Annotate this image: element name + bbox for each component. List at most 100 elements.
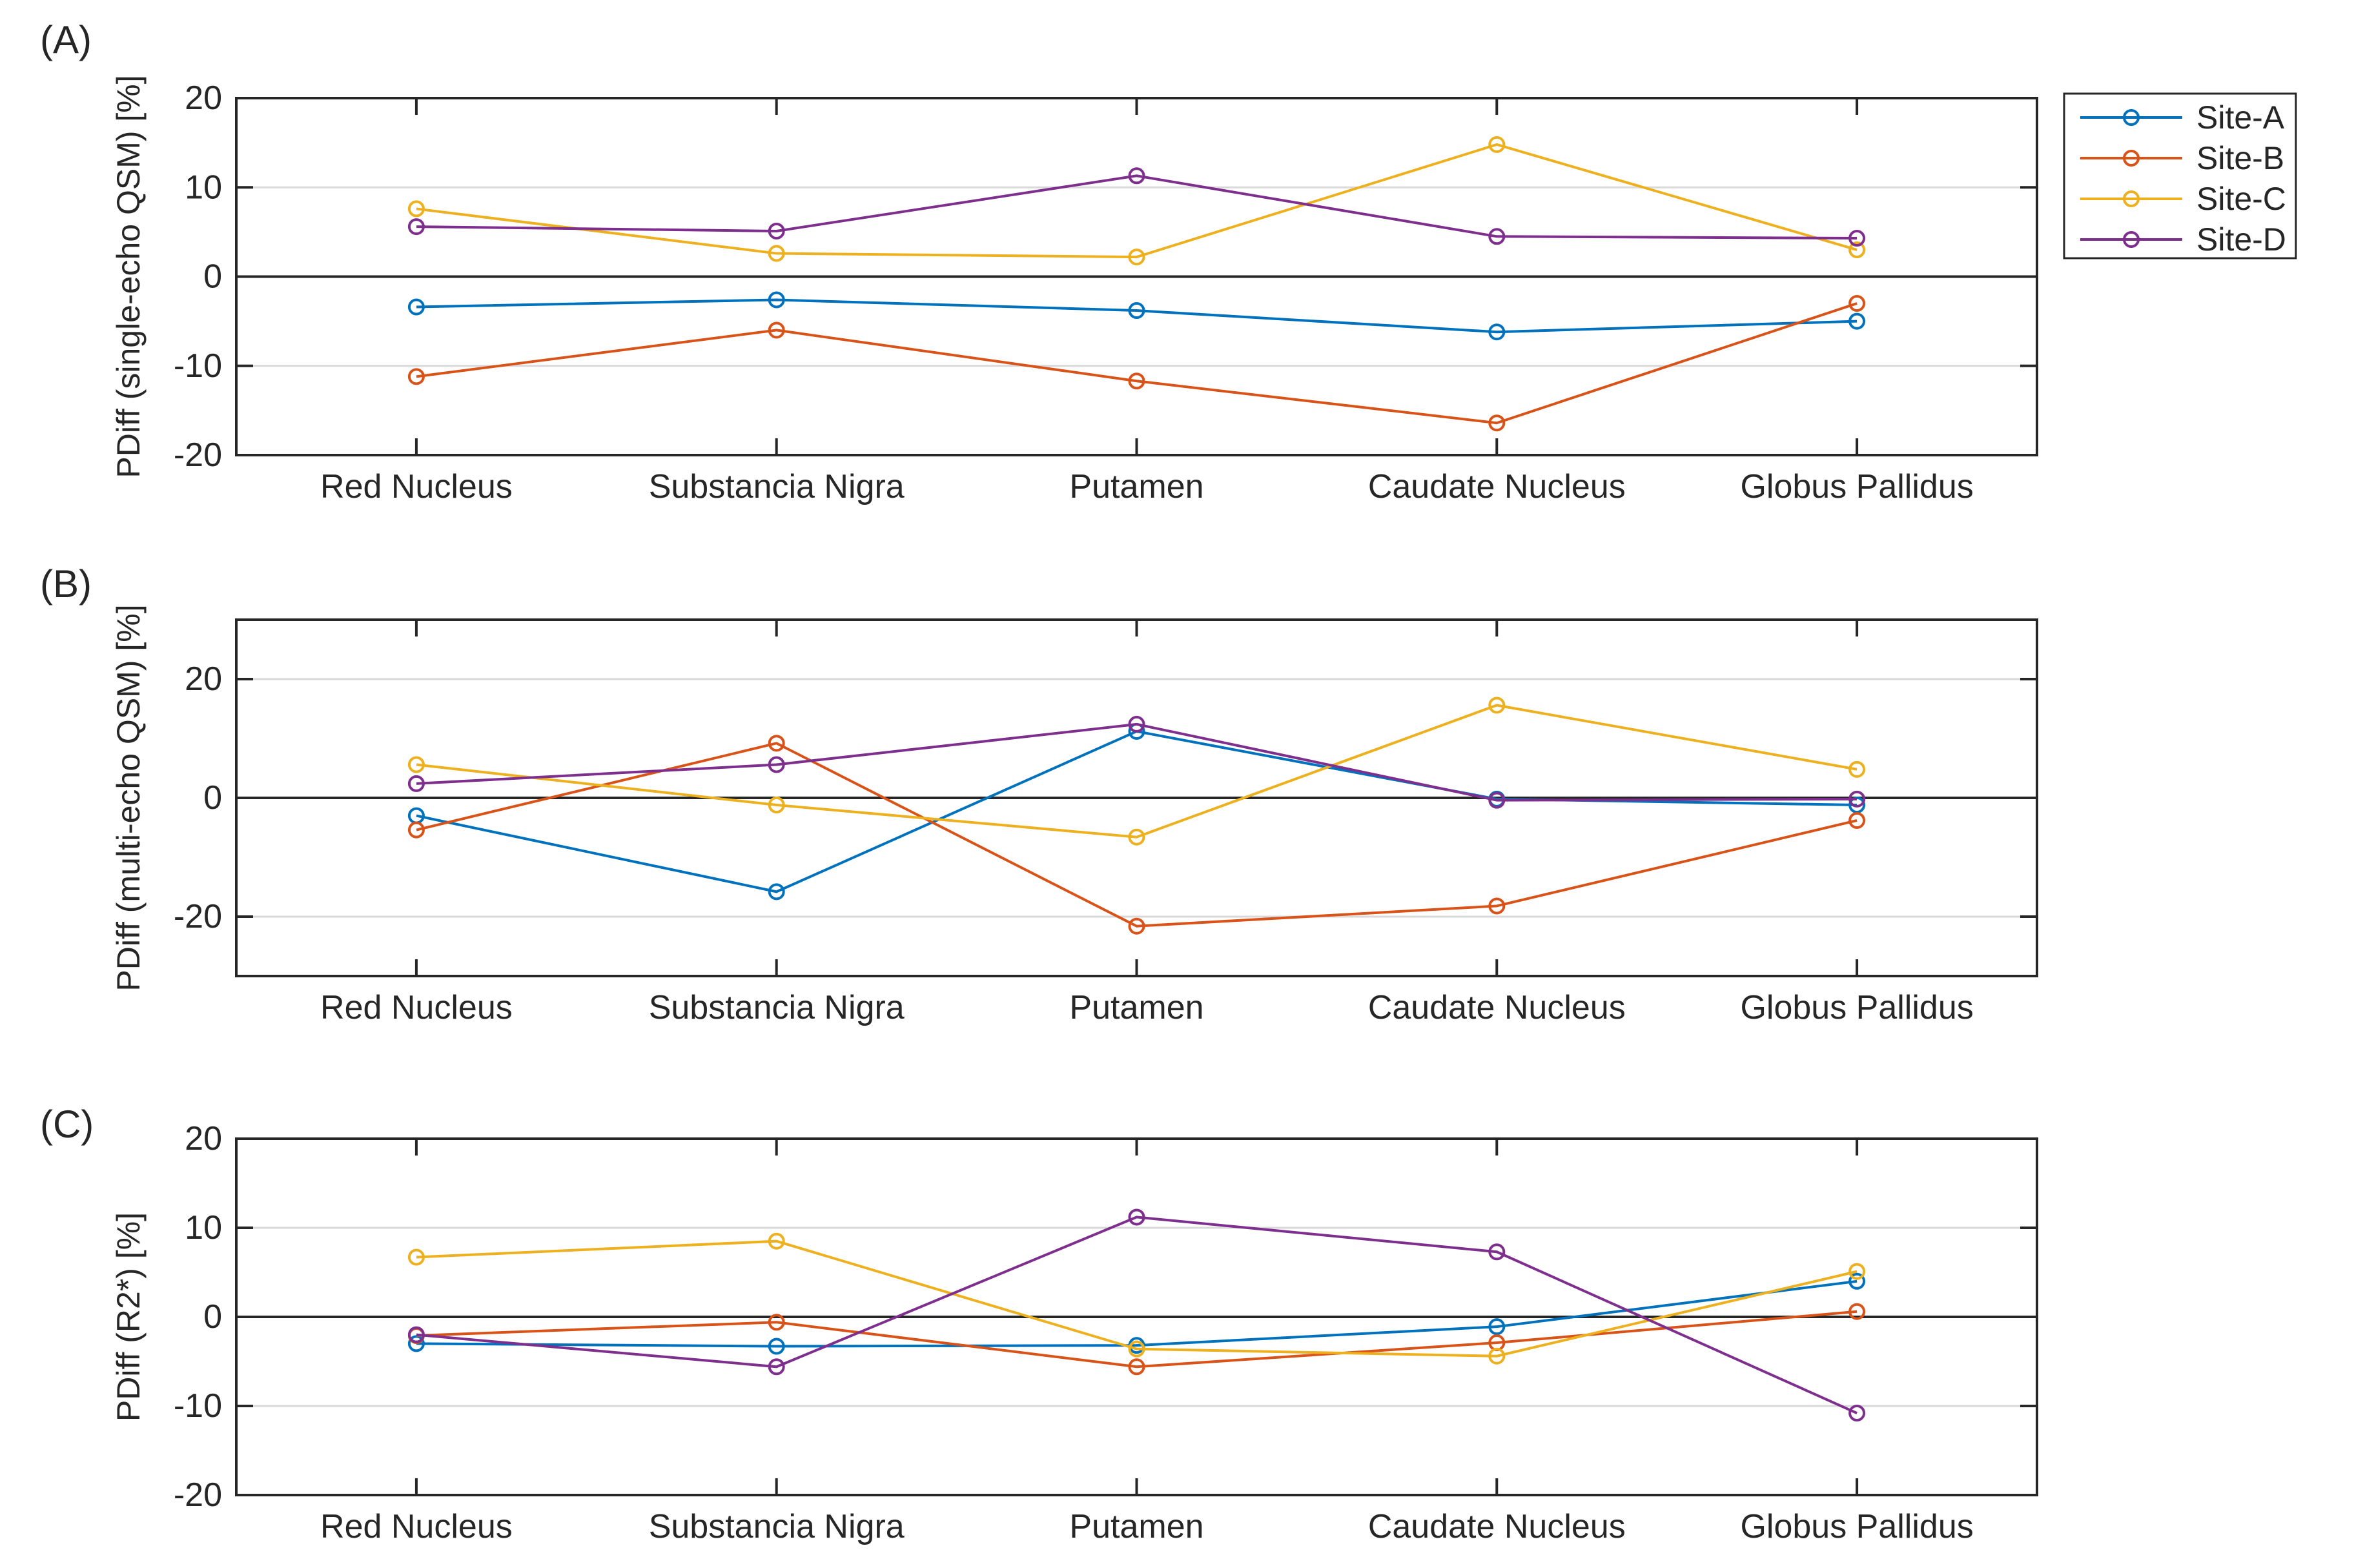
panel-a-series-line-site-a: [416, 298, 1858, 334]
panel-b-point-site-c-putamen: [1128, 828, 1145, 846]
panel-a-series-line-site-b: [416, 302, 1858, 425]
panel-c-xtick-label-red-nucleus: Red Nucleus: [320, 1508, 513, 1545]
panel-b-point-site-d-red-nucleus: [407, 775, 425, 792]
panel-a-point-site-a-caudate-nucleus: [1488, 323, 1506, 341]
panel-a-series-line-site-d: [416, 174, 1858, 240]
panel-c-point-site-b-substancia-nigra: [768, 1314, 785, 1331]
panel-c-ytick-label-20: -20: [174, 1476, 222, 1514]
panel-c-series-lines: [407, 1208, 1866, 1422]
legend-label-site-c: Site-C: [2196, 181, 2286, 217]
panel-c-point-site-d-red-nucleus: [407, 1326, 425, 1343]
panel-a-point-site-b-red-nucleus: [407, 368, 425, 385]
panel-a-ytick-label-10: 10: [185, 168, 222, 206]
legend-box: [2063, 92, 2297, 260]
panel-a-grid: [236, 186, 2037, 367]
panel-b-ytick-label-0: 0: [203, 779, 222, 817]
panel-a-xtick-label-putamen: Putamen: [1069, 468, 1203, 505]
panel-b-point-site-a-substancia-nigra: [768, 883, 785, 901]
panel-a-point-site-b-caudate-nucleus: [1488, 414, 1506, 432]
panel-a-point-site-c-substancia-nigra: [768, 245, 785, 262]
legend-marker-site-d: [2123, 231, 2140, 248]
panel-c-y-axis-label: PDiff (R2*) [%]: [110, 1212, 147, 1421]
panel-a-point-site-b-substancia-nigra: [768, 321, 785, 339]
panel-c-ytick-label-10: 10: [185, 1209, 222, 1247]
panel-a: -20 -10 0 10 20 Red Nucleus Substancia Nigra P…: [40, 18, 2038, 505]
legend-label-site-a: Site-A: [2196, 99, 2285, 136]
panel-c-ticks: [236, 1137, 2037, 1496]
panel-c-point-site-c-caudate-nucleus: [1488, 1347, 1506, 1365]
panel-b-point-site-d-caudate-nucleus: [1488, 791, 1506, 809]
panel-a-point-site-c-caudate-nucleus: [1488, 136, 1506, 153]
legend: Site-A Site-B Site-C Site-D: [2063, 92, 2297, 260]
panel-b-ticks: [236, 620, 2037, 976]
panel-b-point-site-d-substancia-nigra: [768, 756, 785, 773]
panel-a-point-site-b-putamen: [1128, 372, 1145, 390]
panel-b-ytick-labels: -20 0 20: [174, 660, 222, 935]
panel-b-point-site-b-putamen: [1128, 917, 1145, 935]
panel-b-xtick-label-globus-pallidus: Globus Pallidus: [1740, 989, 1973, 1026]
panel-c-point-site-a-caudate-nucleus: [1488, 1318, 1506, 1336]
panel-c-xtick-labels: Red Nucleus Substancia Nigra Putamen Caudat…: [320, 1508, 1974, 1545]
panel-a-xtick-label-substancia-nigra: Substancia Nigra: [649, 468, 905, 505]
panel-c-point-site-d-globus-pallidus: [1848, 1405, 1866, 1422]
panel-c: -20 -10 0 10 20 Red Nucleus Substancia Nigra P…: [40, 1103, 2038, 1545]
panel-a-xtick-label-globus-pallidus: Globus Pallidus: [1740, 468, 1973, 505]
panel-c-series-line-site-a: [416, 1279, 1858, 1348]
panel-b-xtick-label-caudate-nucleus: Caudate Nucleus: [1368, 989, 1626, 1026]
panel-b-point-site-b-globus-pallidus: [1848, 811, 1866, 829]
panel-b-point-site-b-caudate-nucleus: [1488, 897, 1506, 915]
panel-a-point-site-c-putamen: [1128, 249, 1145, 266]
panel-a-point-site-a-globus-pallidus: [1848, 312, 1866, 330]
panel-b-xtick-label-putamen: Putamen: [1069, 989, 1203, 1026]
panel-c-point-site-c-putamen: [1128, 1340, 1145, 1358]
panel-b-point-site-c-caudate-nucleus: [1488, 697, 1506, 714]
panel-c-point-site-c-substancia-nigra: [768, 1232, 785, 1250]
legend-label-site-d: Site-D: [2196, 221, 2286, 258]
panel-c-xtick-label-globus-pallidus: Globus Pallidus: [1740, 1508, 1973, 1545]
panel-a-point-site-a-red-nucleus: [407, 298, 425, 316]
panel-a-point-site-d-globus-pallidus: [1848, 230, 1866, 247]
panel-b-point-site-c-substancia-nigra: [768, 797, 785, 814]
panel-b-series-line-site-c: [416, 704, 1858, 839]
legend-marker-site-a: [2123, 109, 2140, 126]
legend-marker-site-b: [2123, 150, 2140, 167]
panel-b-point-site-d-globus-pallidus: [1848, 790, 1866, 808]
panel-a-point-site-d-red-nucleus: [407, 218, 425, 236]
panel-b-label: (B): [40, 562, 92, 606]
panel-c-point-site-c-red-nucleus: [407, 1248, 425, 1266]
panel-b-point-site-d-putamen: [1128, 715, 1145, 733]
panel-c-point-site-d-caudate-nucleus: [1488, 1243, 1506, 1261]
panel-a-xtick-label-caudate-nucleus: Caudate Nucleus: [1368, 468, 1626, 505]
panel-b-xtick-labels: Red Nucleus Substancia Nigra Putamen Caudat…: [320, 989, 1974, 1026]
panel-c-point-site-b-globus-pallidus: [1848, 1303, 1866, 1320]
panel-c-ytick-labels: -20 -10 0 10 20: [174, 1120, 222, 1514]
panel-c-xtick-label-caudate-nucleus: Caudate Nucleus: [1368, 1508, 1626, 1545]
panel-c-ytick-label-20: 20: [185, 1120, 222, 1157]
panel-a-ticks: [236, 97, 2037, 456]
panel-c-label: (C): [40, 1103, 94, 1146]
panel-b-grid: [236, 678, 2037, 918]
panel-a-label: (A): [40, 18, 92, 61]
panel-a-point-site-b-globus-pallidus: [1848, 294, 1866, 312]
panel-a-series-lines: [407, 136, 1866, 432]
panel-a-point-site-d-caudate-nucleus: [1488, 228, 1506, 245]
panel-a-ytick-label-0: 0: [203, 258, 222, 296]
legend-marker-site-c: [2123, 190, 2140, 207]
panel-a-point-site-d-substancia-nigra: [768, 222, 785, 239]
panel-b-xtick-label-red-nucleus: Red Nucleus: [320, 989, 513, 1026]
panel-c-point-site-d-substancia-nigra: [768, 1358, 785, 1376]
panel-c-grid: [236, 1227, 2037, 1407]
panel-b-series-line-site-d: [416, 722, 1858, 802]
panel-a-ytick-label-10: -10: [174, 347, 222, 385]
panel-b-series-lines: [407, 697, 1866, 935]
panel-c-point-site-a-red-nucleus: [407, 1335, 425, 1352]
panel-b-ytick-label-20: -20: [174, 898, 222, 935]
panel-b-y-axis-label: PDiff (multi-echo QSM) [%]: [110, 604, 147, 991]
legend-label-site-b: Site-B: [2196, 140, 2284, 176]
panel-b-point-site-c-red-nucleus: [407, 756, 425, 773]
panel-a-point-site-a-substancia-nigra: [768, 291, 785, 309]
panel-a-point-site-c-red-nucleus: [407, 200, 425, 218]
panel-b: -20 0 20 Red Nucleus Substancia Nigra Putame…: [40, 562, 2038, 1026]
panel-c-point-site-a-globus-pallidus: [1848, 1272, 1866, 1290]
